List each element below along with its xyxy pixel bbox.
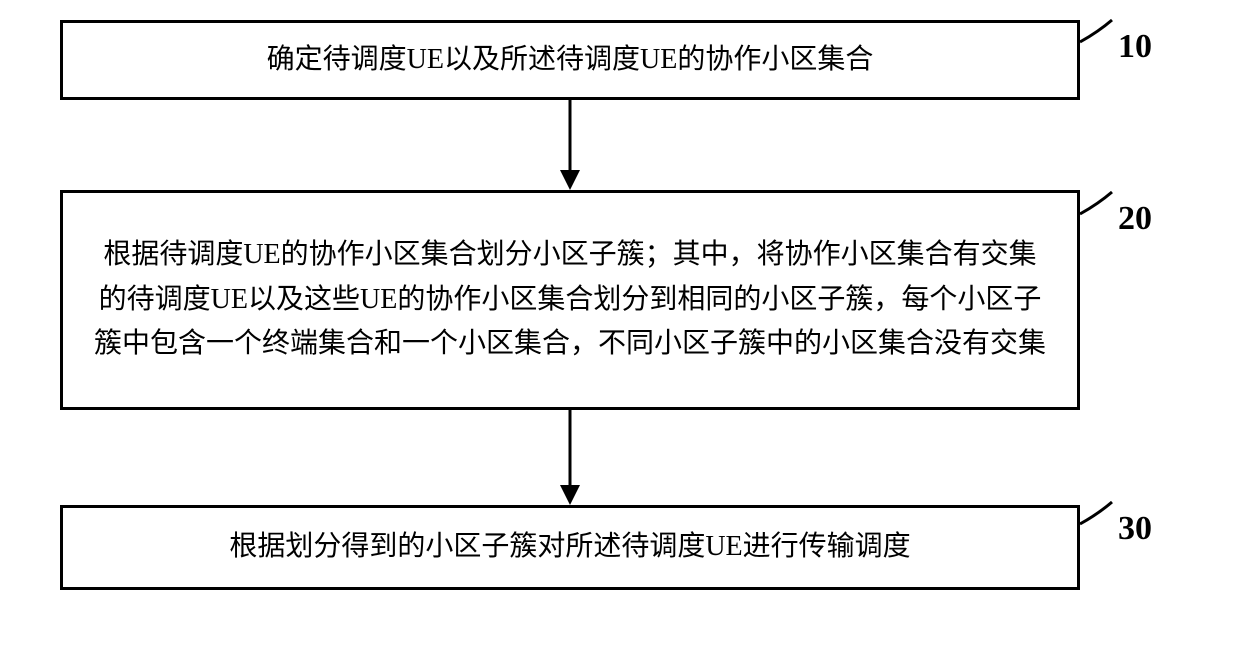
flow-node-10: 确定待调度UE以及所述待调度UE的协作小区集合 (60, 20, 1080, 100)
flow-label-30: 30 (1118, 510, 1152, 548)
flow-node-20-text: 根据待调度UE的协作小区集合划分小区子簇；其中，将协作小区集合有交集的待调度UE… (93, 233, 1047, 367)
tick-mark-10 (1080, 18, 1118, 48)
arrow-20-30 (555, 410, 585, 507)
flow-node-20: 根据待调度UE的协作小区集合划分小区子簇；其中，将协作小区集合有交集的待调度UE… (60, 190, 1080, 410)
tick-mark-20 (1080, 190, 1118, 220)
flow-label-10: 10 (1118, 28, 1152, 66)
flow-node-10-text: 确定待调度UE以及所述待调度UE的协作小区集合 (267, 38, 874, 83)
flow-node-30: 根据划分得到的小区子簇对所述待调度UE进行传输调度 (60, 505, 1080, 590)
flowchart-container: 确定待调度UE以及所述待调度UE的协作小区集合 10 根据待调度UE的协作小区集… (0, 0, 1240, 657)
tick-mark-30 (1080, 500, 1118, 530)
flow-label-20: 20 (1118, 200, 1152, 238)
flow-node-30-text: 根据划分得到的小区子簇对所述待调度UE进行传输调度 (229, 525, 910, 570)
arrow-10-20 (555, 100, 585, 192)
